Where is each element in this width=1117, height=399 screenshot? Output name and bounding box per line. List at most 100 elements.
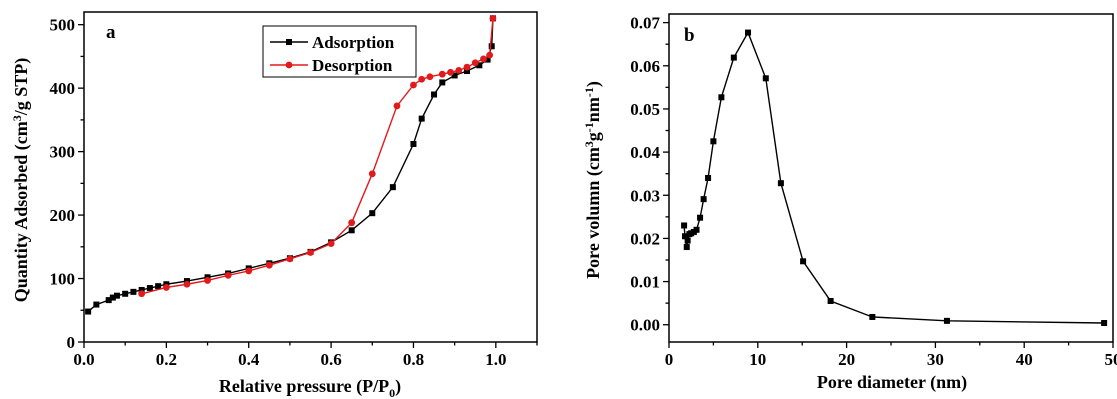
panel-a-adsorption-point — [348, 227, 355, 234]
panel-a-xlabel-end: ) — [395, 376, 401, 397]
panel-a-ylabel-end: /g STP) — [11, 58, 32, 117]
panel-a-desorption-point — [348, 219, 356, 227]
panel-b-series-0-point — [800, 258, 807, 265]
panel-a-desorption-point — [368, 170, 376, 178]
panel-a-desorption-point — [327, 240, 335, 248]
panel-b-x-tick-label: 20 — [838, 350, 855, 369]
panel-a-x-axis-title: Relative pressure (P/P0) — [219, 376, 401, 399]
panel-a-adsorption-point — [85, 308, 92, 315]
panel-a-adsorption-point — [138, 286, 145, 293]
panel-b-x-tick-label: 30 — [927, 350, 944, 369]
panel-b-y-tick-label: 0.02 — [630, 229, 660, 248]
panel-a-adsorption-point — [109, 294, 116, 301]
panel-b-series-0-point — [827, 298, 834, 304]
panel-a-adsorption-point — [93, 301, 100, 308]
panel-b-series-0-point — [683, 244, 690, 251]
panel-b-series-0-point — [700, 196, 707, 203]
panel-a-desorption-point — [480, 55, 487, 63]
panel-a-desorption-point — [162, 284, 170, 291]
panel-a-adsorption-point — [389, 184, 396, 191]
panel-b-y-tick-label: 0.03 — [630, 186, 660, 205]
panel-a-ylabel-main: Quantity Adsorbed (cm — [11, 121, 32, 302]
panel-b-series-0-point — [869, 313, 876, 320]
panel-a-plot-frame — [83, 11, 538, 343]
panel-b-series-0-point — [705, 175, 712, 181]
panel-a-x-tick-label: 0.0 — [73, 350, 94, 369]
panel-a-adsorption-point — [418, 115, 425, 122]
panel-a-x-tick-label: 1.0 — [485, 350, 506, 369]
panel-b-series-0-point — [1101, 320, 1108, 327]
panel-a-x-tick-label: 0.6 — [320, 350, 341, 369]
panel-b-ylabel-end: ) — [583, 81, 604, 87]
panel-b-chart: 0 10 20 30 40 50 0.00 0.01 0.02 0.03 0.04 0.05 0.06 0… — [582, 13, 1117, 393]
panel-a-adsorption-point — [484, 56, 491, 63]
panel-a-desorption-point — [307, 249, 314, 256]
panel-b-series-0-point — [762, 75, 769, 82]
panel-a-desorption-point — [455, 66, 463, 74]
panel-b-series-0-point — [718, 94, 725, 101]
panel-a-y-tick-label: 100 — [50, 270, 76, 289]
panel-b-x-tick-label: 0 — [665, 350, 674, 369]
panel-b-series-0-point — [697, 214, 704, 221]
panel-a-xlabel-sub: 0 — [389, 386, 395, 399]
panel-a-y-axis-title: Quantity Adsorbed (cm3/g STP) — [10, 58, 32, 303]
panel-b-plot-frame — [668, 13, 1114, 343]
panel-a-desorption-point — [393, 102, 401, 110]
panel-a-adsorption-point — [439, 79, 446, 86]
panel-b-y-tick-label: 0.07 — [630, 14, 660, 33]
panel-a-adsorption-point — [146, 285, 153, 292]
panel-a-series — [85, 14, 497, 315]
panel-a-desorption-point — [204, 277, 211, 284]
panel-a-adsorption-point — [105, 297, 112, 304]
panel-b-y-tick-label: 0.01 — [630, 273, 660, 292]
panel-a-desorption-point — [489, 14, 497, 22]
panel-b-series-0-point — [693, 226, 700, 233]
panel-a-adsorption-point — [113, 292, 120, 299]
panel-b-series-0-point — [730, 54, 737, 61]
panel-a-chart: 0.0 0.2 0.4 0.6 0.8 1.0 0 100 200 300 400 500 a Ads… — [10, 11, 538, 399]
panel-b-y-tick-label: 0.06 — [630, 57, 660, 76]
panel-b-y-tick-label: 0.04 — [630, 143, 660, 162]
panel-a-desorption-point — [447, 68, 454, 76]
panel-b-ylabel-sup3: -1 — [582, 87, 596, 97]
panel-b-series — [681, 29, 1108, 327]
panel-a-adsorption-point — [122, 290, 129, 297]
panel-b-x-tick-label: 50 — [1105, 350, 1117, 369]
panel-b-x-tick-label: 10 — [749, 350, 766, 369]
panel-b-ylabel-main: Pore volumn (cm — [583, 147, 604, 279]
legend-desorption-label: Desorption — [312, 56, 393, 75]
panel-a-desorption-point — [471, 59, 479, 67]
panel-b-series-0-point — [710, 138, 717, 145]
panel-a-legend: Adsorption Desorption — [262, 25, 417, 78]
panel-a-desorption-point — [286, 255, 294, 263]
panel-a-y-tick-label: 300 — [50, 143, 76, 162]
panel-a-x-tick-label: 0.4 — [238, 350, 260, 369]
panel-b-ylabel-sup2: -1 — [582, 122, 596, 132]
panel-a-desorption-point — [418, 75, 426, 83]
legend-adsorption-label: Adsorption — [312, 33, 395, 52]
legend-desorption-marker — [285, 61, 293, 69]
panel-a-y-tick-label: 0 — [67, 333, 76, 352]
panel-a-xlabel-main: Relative pressure (P/P — [219, 376, 389, 397]
panel-b-ylabel-mid1: g — [583, 132, 603, 141]
panel-a-x-tick-label: 0.8 — [403, 350, 424, 369]
panel-a-desorption-point — [426, 73, 434, 81]
panel-b-x-tick-label: 40 — [1016, 350, 1033, 369]
panel-b-series-0-point — [943, 317, 950, 324]
panel-a-adsorption-point — [451, 72, 458, 79]
panel-a-adsorption-point — [130, 288, 137, 295]
panel-b-ylabel-sup1: 3 — [582, 141, 596, 147]
panel-a-adsorption-point — [410, 141, 417, 147]
panel-a-desorption-point — [438, 70, 446, 78]
panel-b-series-0-point — [681, 233, 688, 240]
panel-b-x-axis-title: Pore diameter (nm) — [817, 372, 967, 393]
legend-box — [262, 25, 417, 78]
panel-a-adsorption-point — [369, 210, 376, 217]
panel-b-series-0-point — [681, 222, 688, 229]
panel-b-series-0-point — [745, 29, 752, 36]
panel-a-desorption-point — [486, 51, 494, 59]
panel-a-adsorption-point — [463, 68, 470, 75]
panel-b-series-0-point — [684, 237, 691, 244]
panel-a-y-tick-label: 500 — [50, 16, 76, 35]
